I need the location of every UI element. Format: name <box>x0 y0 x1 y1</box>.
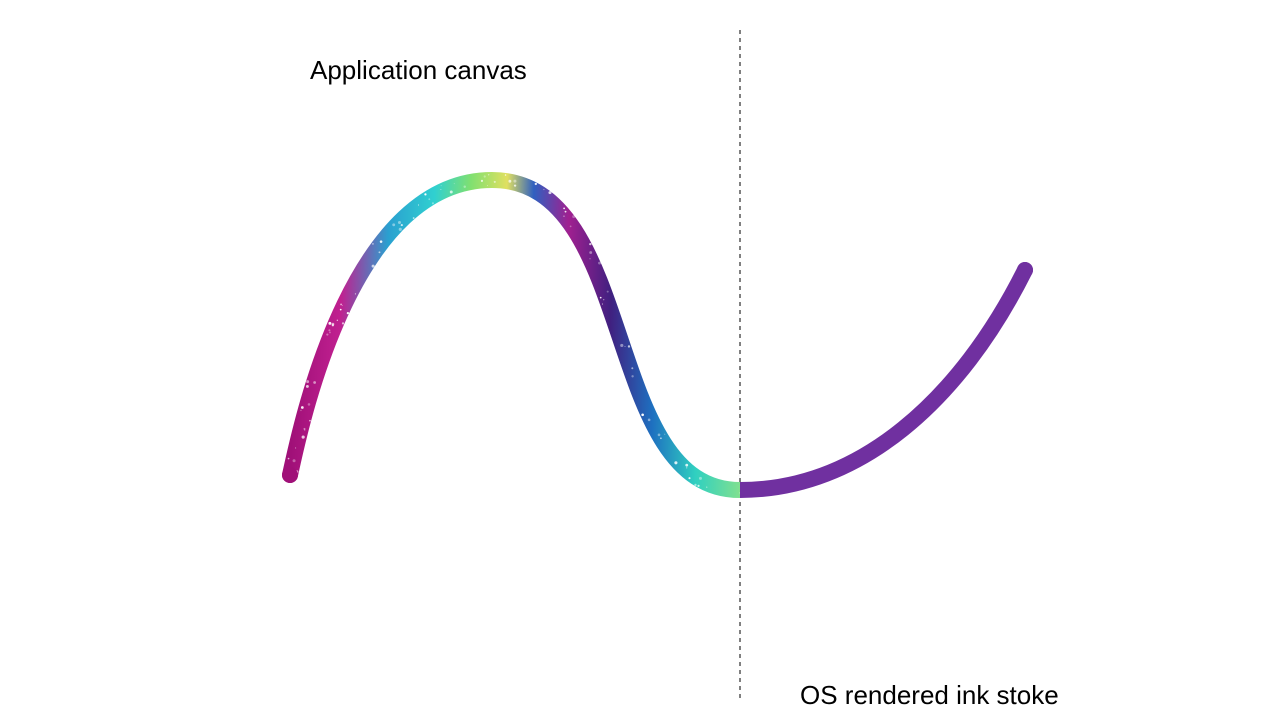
stroke-cap-end <box>1017 262 1033 278</box>
stroke-cap-start <box>282 467 298 483</box>
diagram-svg <box>0 0 1280 720</box>
ink-stroke-app <box>288 174 1025 494</box>
diagram-stage: Application canvas OS rendered ink stoke <box>0 0 1280 720</box>
